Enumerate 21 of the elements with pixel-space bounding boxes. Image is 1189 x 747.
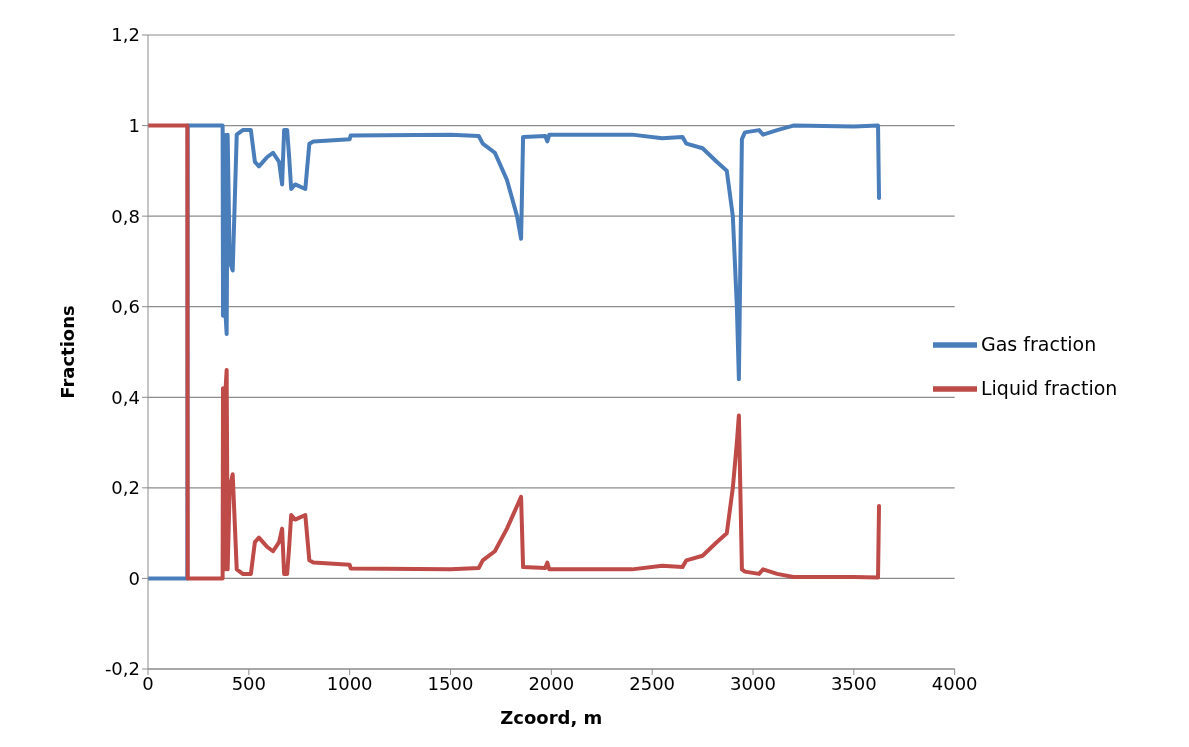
x-axis-title: Zcoord, m [500, 707, 603, 728]
y-tick-label: 0,8 [111, 205, 140, 227]
x-tick-label: 2500 [629, 672, 676, 694]
y-tick-label: 0,4 [111, 386, 140, 408]
y-tick-label: 0,2 [111, 477, 140, 499]
y-axis-title: Fractions [57, 305, 79, 399]
x-tick-label: 2000 [528, 672, 575, 694]
x-tick-label: 500 [231, 672, 267, 694]
y-tick-label: 0 [128, 567, 140, 589]
x-tick-label: 4000 [931, 672, 978, 694]
y-tick-label: 1,2 [111, 24, 140, 46]
legend-label: Liquid fraction [981, 376, 1118, 399]
x-tick-label: 0 [142, 672, 154, 694]
y-tick-label: 1 [128, 114, 140, 136]
legend-label: Gas fraction [981, 332, 1097, 355]
y-tick-label: 0,6 [111, 296, 140, 318]
y-tick-label: -0,2 [104, 658, 140, 680]
x-tick-label: 1000 [326, 672, 373, 694]
x-tick-label: 3500 [830, 672, 877, 694]
x-tick-label: 3000 [730, 672, 776, 694]
x-tick-label: 1500 [427, 672, 474, 694]
